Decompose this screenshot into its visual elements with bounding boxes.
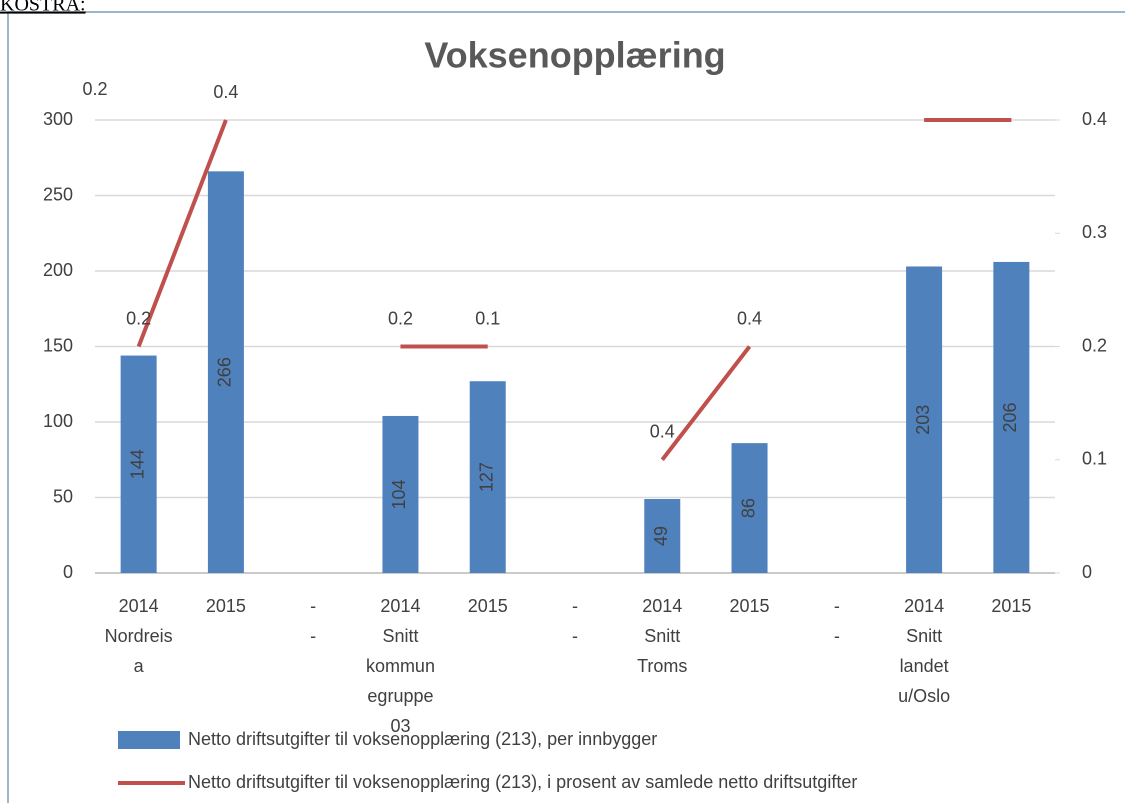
- heading: KOSTRA:: [0, 0, 86, 16]
- legend-label: Netto driftsutgifter til voksenopplæring…: [188, 772, 857, 792]
- x-tick-label: Snitt: [382, 626, 418, 646]
- x-tick-label: 2014: [904, 596, 944, 616]
- x-tick-label: 2015: [991, 596, 1031, 616]
- x-tick-label: 03: [390, 716, 410, 736]
- line-value-label: 0.2: [126, 308, 151, 328]
- line-value-label: 0.4: [213, 82, 238, 102]
- annotation: 0.2: [82, 79, 107, 99]
- x-tick-label: Nordreis: [105, 626, 173, 646]
- bar: [382, 415, 419, 573]
- line-value-label: 0.2: [388, 308, 413, 328]
- x-tick-label: -: [310, 596, 316, 616]
- y2-tick-label: 0.1: [1082, 449, 1107, 469]
- x-tick-label: landet: [900, 656, 949, 676]
- y-tick-label: 300: [43, 109, 73, 129]
- chart-frame: [7, 11, 1125, 803]
- x-tick-label: -: [310, 626, 316, 646]
- x-tick-label: kommun: [366, 656, 435, 676]
- y-tick-label: 250: [43, 184, 73, 204]
- x-tick-label: 2015: [468, 596, 508, 616]
- x-tick-label: 2014: [119, 596, 159, 616]
- bar-value-label: 86: [738, 498, 758, 518]
- x-tick-label: egruppe: [367, 686, 433, 706]
- x-tick-label: Troms: [637, 656, 687, 676]
- bar: [731, 443, 768, 573]
- x-tick-label: 2015: [206, 596, 246, 616]
- y-tick-label: 100: [43, 411, 73, 431]
- x-tick-label: -: [834, 596, 840, 616]
- bar: [120, 355, 157, 573]
- line-value-label: 0.1: [475, 308, 500, 328]
- bar: [469, 381, 506, 573]
- legend-swatch: [118, 731, 180, 749]
- x-tick-label: -: [572, 626, 578, 646]
- legend-label: Netto driftsutgifter til voksenopplæring…: [188, 729, 657, 749]
- y2-tick-label: 0: [1082, 562, 1092, 582]
- bar: [644, 499, 681, 573]
- bar-value-label: 206: [1000, 402, 1020, 432]
- bar: [906, 266, 943, 573]
- line-value-label: 0.4: [650, 422, 675, 442]
- bar-value-label: 266: [215, 357, 235, 387]
- x-tick-label: 2014: [642, 596, 682, 616]
- bar: [993, 261, 1030, 573]
- line-series: [136, 118, 1012, 461]
- y-tick-label: 200: [43, 260, 73, 280]
- y2-tick-label: 0.3: [1082, 222, 1107, 242]
- x-tick-label: -: [572, 596, 578, 616]
- y2-tick-label: 0.2: [1082, 335, 1107, 355]
- y-tick-label: 50: [53, 486, 73, 506]
- bar: [207, 171, 244, 573]
- bar-value-label: 127: [476, 462, 496, 492]
- x-tick-label: Snitt: [644, 626, 680, 646]
- y-tick-label: 0: [63, 562, 73, 582]
- y2-tick-label: 0.4: [1082, 109, 1107, 129]
- bar-value-label: 203: [913, 405, 933, 435]
- x-tick-label: u/Oslo: [898, 686, 950, 706]
- y-tick-label: 150: [43, 335, 73, 355]
- chart-title: Voksenopplæring: [424, 35, 725, 76]
- x-tick-label: -: [834, 626, 840, 646]
- x-tick-label: a: [134, 656, 145, 676]
- bar-value-label: 144: [127, 449, 147, 479]
- line-value-label: 0.4: [737, 308, 762, 328]
- bar-value-label: 104: [389, 479, 409, 509]
- bar-value-label: 49: [651, 526, 671, 546]
- x-tick-label: Snitt: [906, 626, 942, 646]
- x-tick-label: 2015: [730, 596, 770, 616]
- x-tick-label: 2014: [380, 596, 420, 616]
